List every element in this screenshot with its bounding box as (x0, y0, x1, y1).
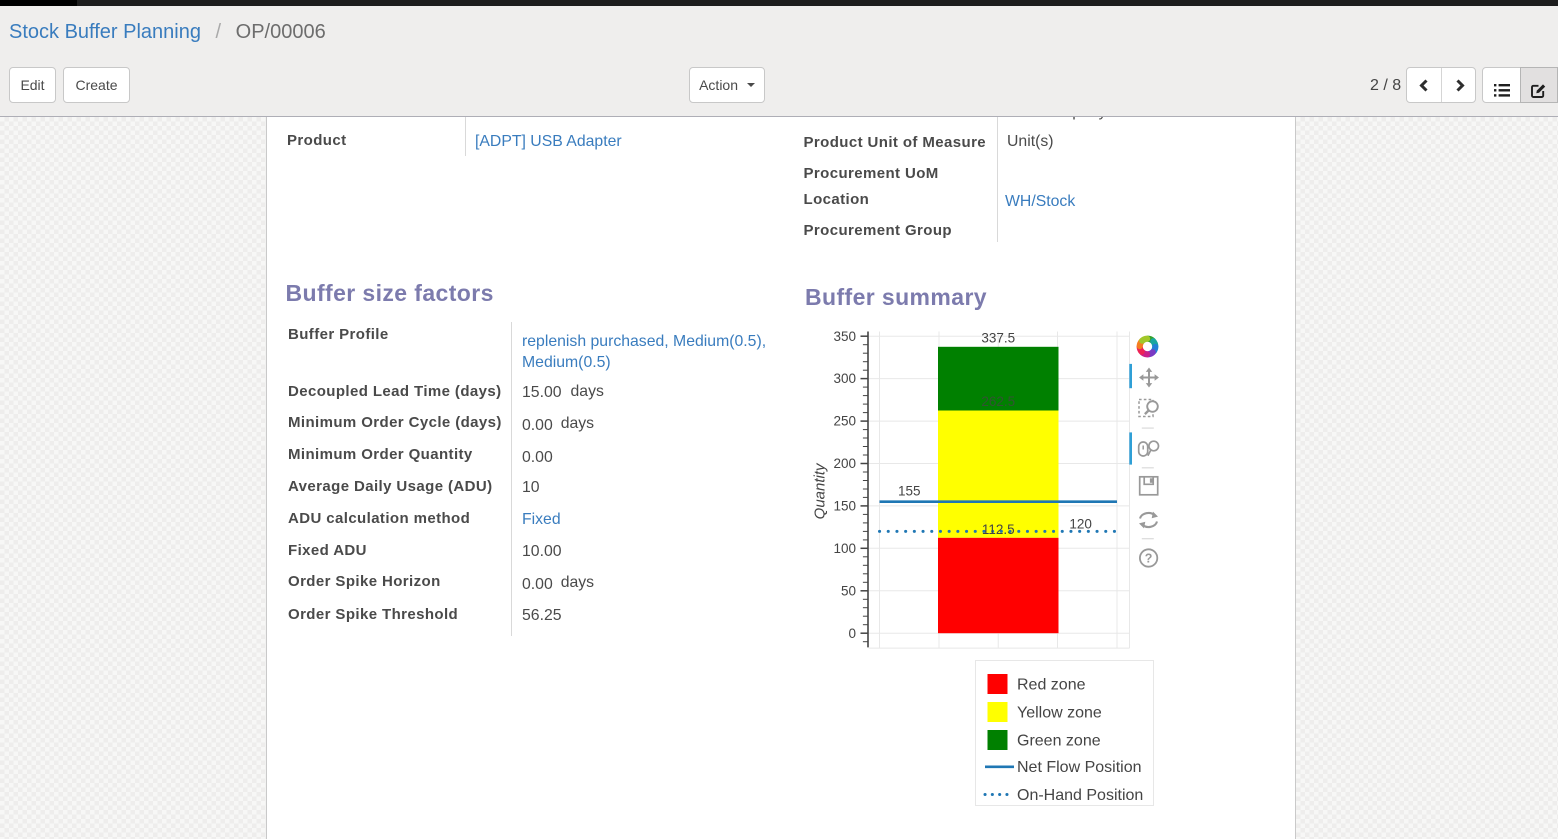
svg-text:120: 120 (1069, 516, 1092, 531)
svg-text:On-Hand Position: On-Hand Position (1017, 787, 1143, 803)
svg-text:Green zone: Green zone (1017, 733, 1101, 750)
svg-text:Red zone: Red zone (1017, 677, 1086, 694)
svg-text:350: 350 (833, 329, 856, 344)
svg-text:150: 150 (833, 499, 856, 514)
svg-text:50: 50 (841, 583, 856, 598)
svg-text:155: 155 (898, 484, 921, 499)
svg-text:0: 0 (848, 626, 856, 641)
svg-text:300: 300 (833, 371, 856, 386)
svg-text:Quantity: Quantity (811, 462, 828, 519)
svg-text:?: ? (1145, 552, 1153, 566)
svg-text:337.5: 337.5 (981, 330, 1015, 345)
svg-text:262.5: 262.5 (981, 394, 1015, 409)
svg-text:Net Flow Position: Net Flow Position (1017, 759, 1142, 776)
svg-text:200: 200 (833, 456, 856, 471)
svg-text:250: 250 (833, 414, 856, 429)
svg-text:100: 100 (833, 541, 856, 556)
svg-text:112.5: 112.5 (982, 522, 1015, 537)
svg-text:Yellow zone: Yellow zone (1017, 705, 1102, 722)
